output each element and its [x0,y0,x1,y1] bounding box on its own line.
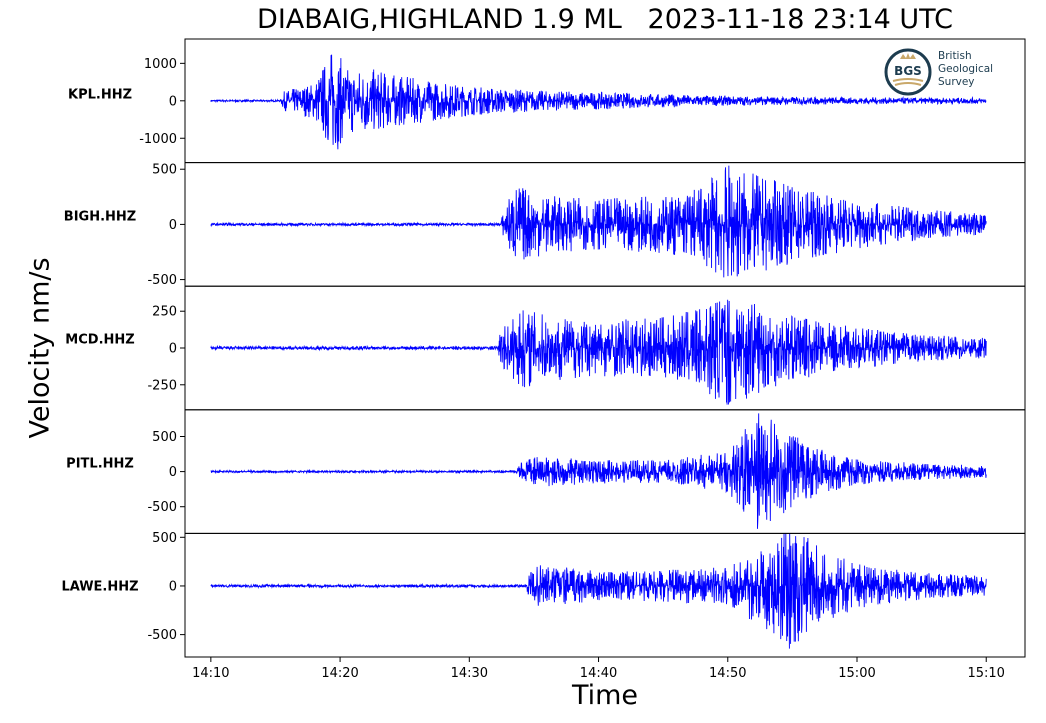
y-tick-label-kpl: 1000 [144,57,177,72]
bgs-logo: BGS British Geological Survey [884,46,1004,98]
y-tick-label-bigh: -500 [147,273,177,288]
y-tick-label-mcd: 0 [169,342,177,357]
x-tick-label: 15:00 [838,666,875,681]
x-tick-label: 14:40 [580,666,617,681]
x-tick-label: 14:20 [321,666,358,681]
station-label-pitl: PITL.HHZ [66,456,134,472]
x-tick-label: 14:10 [192,666,229,681]
seismogram-trace-lawe [210,533,987,649]
y-tick-label-bigh: 0 [169,218,177,233]
panel-frame-lawe [184,532,1026,658]
seismogram-trace-kpl [210,54,987,150]
station-label-kpl: KPL.HHZ [67,87,133,103]
bgs-logo-text: British Geological Survey [938,50,993,89]
y-tick-label-mcd: 250 [152,305,177,320]
seismogram-trace-bigh [210,165,987,278]
bgs-initials: BGS [894,64,922,78]
y-tick-label-kpl: 0 [169,94,177,109]
y-tick-label-bigh: 500 [152,163,177,178]
station-label-lawe: LAWE.HHZ [61,579,139,595]
chart-title: DIABAIG,HIGHLAND 1.9 ML 2023-11-18 23:14… [257,4,953,35]
x-tick-label: 15:10 [967,666,1004,681]
seismogram-trace-mcd [210,299,987,405]
logo-line-british: British [938,50,972,62]
x-axis-label: Time [571,680,639,711]
y-tick-label-lawe: 0 [169,579,177,594]
logo-line-geological: Geological [938,63,994,75]
station-label-bigh: BIGH.HHZ [63,209,137,225]
bgs-emblem-icon: BGS [884,48,932,96]
y-tick-label-lawe: -500 [147,628,177,643]
y-tick-label-mcd: -250 [147,378,177,393]
y-tick-label-pitl: 500 [152,430,177,445]
x-tick-label: 14:30 [451,666,488,681]
y-tick-label-pitl: -500 [147,500,177,515]
y-tick-label-lawe: 500 [152,531,177,546]
y-tick-label-kpl: -1000 [139,132,177,147]
y-axis-label: Velocity nm/s [24,257,56,439]
station-label-mcd: MCD.HHZ [65,332,135,348]
y-tick-label-pitl: 0 [169,465,177,480]
x-tick-label: 14:50 [709,666,746,681]
logo-line-survey: Survey [938,76,975,88]
seismogram-trace-pitl [210,413,987,529]
